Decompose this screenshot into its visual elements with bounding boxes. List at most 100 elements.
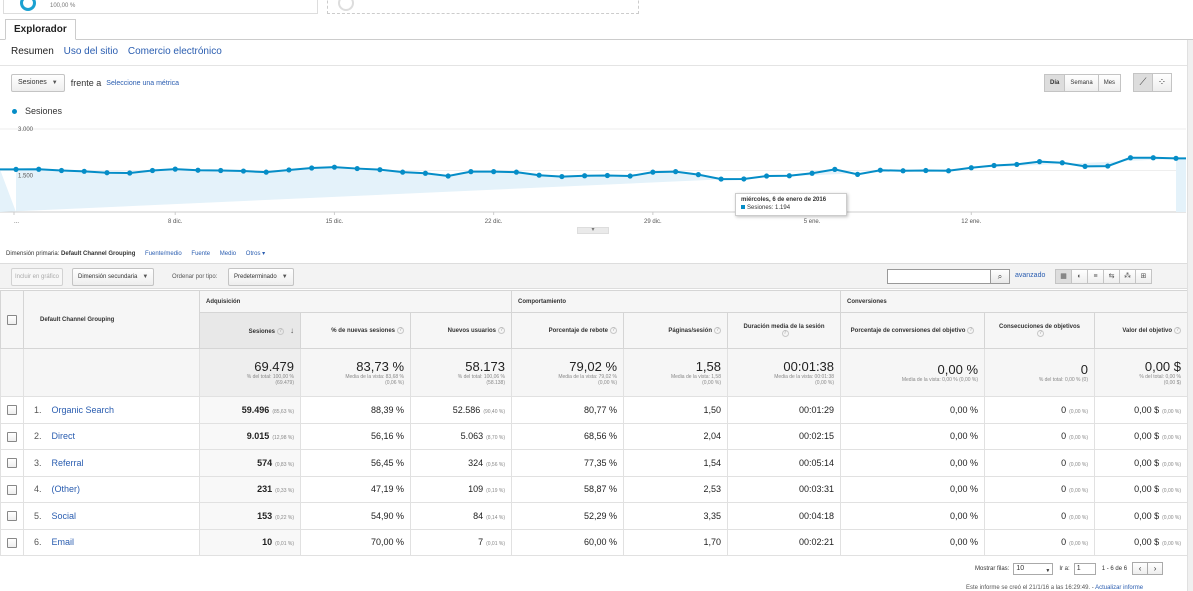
row-goal-completions-pct: (0,00 %): [1069, 541, 1089, 548]
advanced-filter-link[interactable]: avanzado: [1015, 272, 1046, 279]
refresh-report-link[interactable]: Actualizar informe: [1095, 585, 1144, 591]
help-icon[interactable]: ?: [781, 329, 789, 337]
comparison-icon[interactable]: ⇆: [1103, 269, 1120, 284]
dimension-header[interactable]: Default Channel Grouping: [23, 290, 200, 349]
help-icon[interactable]: ?: [1174, 326, 1182, 334]
row-goal-conversion-rate: 0,00 %: [840, 396, 986, 424]
secondary-dimension-dropdown[interactable]: Dimensión secundaria ▼: [72, 268, 155, 286]
pivot-table-icon[interactable]: ⊞: [1135, 269, 1152, 284]
row-channel-link[interactable]: Organic Search: [51, 404, 115, 415]
subnav-site-usage[interactable]: Uso del sitio: [63, 46, 119, 57]
plot-rows-button[interactable]: Incluir en gráfico: [11, 268, 64, 286]
next-page-icon[interactable]: ›: [1147, 562, 1164, 575]
row-checkbox[interactable]: [7, 431, 17, 442]
tab-explorer[interactable]: Explorador: [5, 19, 76, 40]
row-channel-link[interactable]: Direct: [51, 431, 76, 442]
col-goal-conversion-rate[interactable]: Porcentaje de conversiones del objetivo?: [840, 312, 986, 349]
row-goal-completions: 0 (0,00 %): [984, 449, 1096, 477]
row-goal-completions-pct: (0,00 %): [1069, 408, 1089, 415]
data-point: [763, 173, 770, 179]
vertical-scrollbar[interactable]: [1187, 40, 1193, 591]
select-metric-link[interactable]: Seleccione una métrica: [106, 79, 180, 87]
metric-dropdown[interactable]: Sesiones ▼: [11, 74, 65, 92]
bar-chart-icon[interactable]: ≡: [1087, 269, 1104, 284]
select-all-checkbox[interactable]: [7, 314, 17, 325]
col-goal-value[interactable]: Valor del objetivo?: [1094, 312, 1189, 349]
row-pages-session: 3,35: [623, 502, 728, 530]
help-icon[interactable]: ?: [277, 327, 284, 335]
col-bounce-rate[interactable]: Porcentaje de rebote?: [511, 312, 624, 349]
row-bounce-rate: 58,87 %: [511, 475, 624, 503]
period-day-button[interactable]: Día: [1044, 74, 1066, 92]
row-new-users: 7 (0,01 %): [410, 528, 512, 556]
subnav-summary[interactable]: Resumen: [11, 46, 54, 57]
help-icon[interactable]: ?: [1037, 329, 1045, 337]
row-goal-value-pct: (0,00 %): [1162, 541, 1182, 548]
search-icon[interactable]: ⌕: [990, 269, 1010, 284]
row-checkbox[interactable]: [7, 484, 17, 495]
motion-chart-icon[interactable]: ⁘: [1152, 73, 1172, 92]
prev-page-icon[interactable]: ‹: [1132, 562, 1149, 575]
table-search-input[interactable]: [887, 269, 991, 284]
secondary-dimension-label: Dimensión secundaria: [78, 274, 138, 280]
help-icon[interactable]: ?: [397, 326, 404, 334]
pie-chart-icon[interactable]: ◐: [1071, 269, 1088, 284]
col-sessions[interactable]: Sesiones? ↓: [199, 312, 301, 349]
row-checkbox-cell: [0, 528, 24, 556]
goto-page-input[interactable]: 1: [1073, 562, 1096, 575]
line-chart-icon[interactable]: ⟋: [1133, 73, 1153, 92]
col-new-sessions-pct-label: % de nuevas sesiones: [331, 328, 395, 335]
row-avg-duration: 00:05:14: [726, 449, 842, 477]
chart-resize-handle[interactable]: ▾: [577, 227, 609, 234]
table-body: 1. Organic Search 59.496 (85,63 %) 88,39 % 52…: [0, 396, 1189, 556]
row-channel-link[interactable]: Referral: [51, 457, 84, 468]
row-checkbox[interactable]: [7, 511, 17, 522]
help-icon[interactable]: ?: [610, 326, 617, 334]
data-point: [900, 168, 906, 174]
primary-dimension-bar: Dimensión primaria: Default Channel Grou…: [6, 250, 273, 257]
col-avg-duration[interactable]: Duración media de la sesión?: [726, 312, 842, 349]
period-month-button[interactable]: Mes: [1097, 74, 1122, 92]
row-avg-duration-value: 00:04:18: [798, 510, 835, 521]
subnav-ecommerce[interactable]: Comercio electrónico: [127, 46, 222, 57]
row-goal-value: 0,00 $ (0,00 %): [1094, 475, 1189, 503]
row-checkbox[interactable]: [7, 405, 17, 416]
row-pages-session: 2,04: [623, 422, 728, 450]
versus-label: frente a: [70, 78, 102, 88]
row-new-sessions-pct: 70,00 %: [300, 528, 411, 556]
dimension-option-source-medium[interactable]: Fuente/medio: [145, 251, 182, 257]
dimension-option-source[interactable]: Fuente: [191, 251, 211, 257]
col-pages-session[interactable]: Páginas/sesión?: [623, 312, 728, 349]
help-icon[interactable]: ?: [967, 326, 975, 334]
col-new-users[interactable]: Nuevos usuarios?: [410, 312, 512, 349]
row-checkbox[interactable]: [7, 537, 17, 548]
col-new-sessions-pct[interactable]: % de nuevas sesiones?: [300, 312, 411, 349]
row-goal-value-value: 0,00 $: [1134, 484, 1160, 495]
data-table-icon[interactable]: ▦: [1055, 269, 1072, 284]
rows-per-page-select[interactable]: 10 ▼: [1013, 562, 1054, 575]
row-dimension: 3. Referral: [23, 449, 200, 477]
row-channel-link[interactable]: (Other): [51, 484, 81, 495]
pie-ring-icon: [20, 0, 36, 11]
row-new-users-pct: (0,56 %): [486, 461, 505, 468]
row-goal-value-pct: (0,00 %): [1162, 435, 1182, 442]
table-row: 3. Referral 574 (0,83 %) 56,45 % 324 (0,56 %) 7…: [0, 449, 1189, 477]
sort-type-dropdown[interactable]: Predeterminado ▼: [228, 268, 294, 286]
chevron-down-icon: ▾: [262, 251, 266, 257]
dimension-option-other[interactable]: Otros ▾: [246, 251, 265, 257]
col-goal-completions[interactable]: Consecuciones de objetivos?: [984, 312, 1096, 349]
dimension-option-other-label: Otros: [245, 251, 261, 257]
col-sessions-label: Sesiones: [248, 329, 275, 335]
row-channel-link[interactable]: Email: [51, 537, 75, 548]
help-icon[interactable]: ?: [498, 326, 505, 334]
row-channel-link[interactable]: Social: [51, 510, 77, 521]
help-icon[interactable]: ?: [714, 326, 721, 334]
term-cloud-icon[interactable]: ⁂: [1119, 269, 1136, 284]
data-point: [695, 172, 701, 178]
row-goal-completions: 0 (0,00 %): [984, 396, 1096, 424]
row-bounce-rate: 77,35 %: [511, 449, 624, 477]
sessions-chart[interactable]: 1.500 3.000... 8 dic. 15 dic. 22 dic. 29 dic.…: [0, 120, 1193, 232]
period-week-button[interactable]: Semana: [1064, 74, 1099, 92]
dimension-option-medium[interactable]: Medio: [219, 251, 237, 257]
row-checkbox[interactable]: [7, 458, 17, 469]
